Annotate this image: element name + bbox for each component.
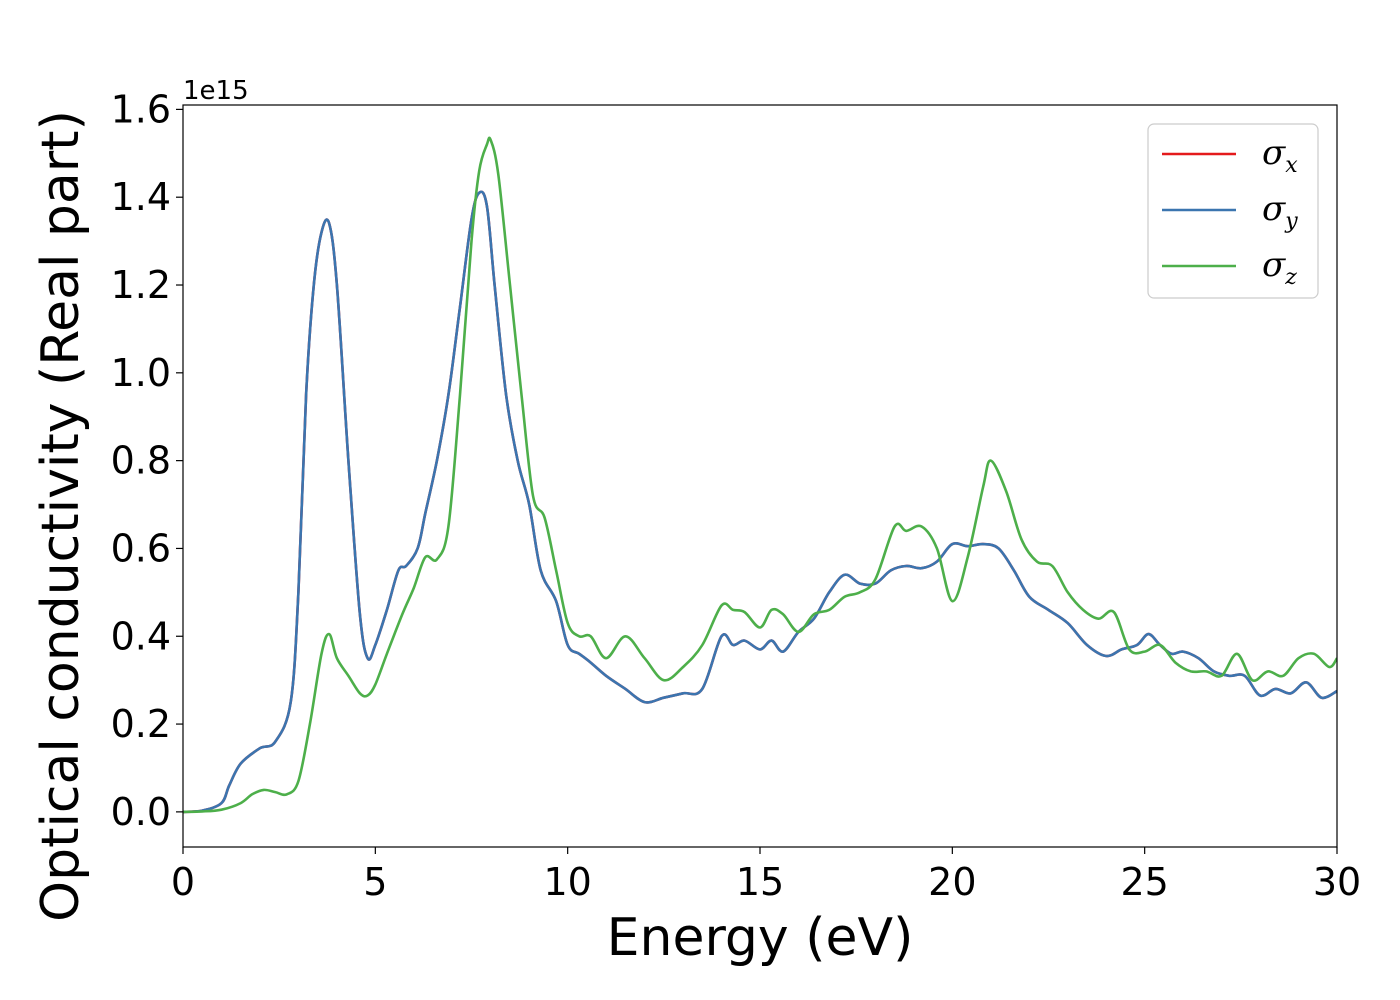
x-tick-label: 15 xyxy=(736,860,784,904)
x-tick-label: 0 xyxy=(171,860,195,904)
x-axis-ticks: 0 5 10 15 20 25 30 xyxy=(171,847,1361,904)
legend-label-y: σy xyxy=(1262,189,1298,234)
x-tick-label: 5 xyxy=(363,860,387,904)
legend: σx σy σz xyxy=(1147,123,1319,299)
y-tick-label: 0.2 xyxy=(111,702,171,746)
y-tick-label: 1.4 xyxy=(111,175,171,219)
y-tick-label: 1.2 xyxy=(111,263,171,307)
x-tick-label: 30 xyxy=(1313,860,1361,904)
y-tick-label: 1.0 xyxy=(111,351,171,395)
x-tick-label: 20 xyxy=(928,860,976,904)
y-axis-label: Optical conductivity (Real part) xyxy=(31,110,91,922)
legend-label-z: σz xyxy=(1262,245,1297,290)
y-tick-label: 0.4 xyxy=(111,614,171,658)
series-line-z xyxy=(183,136,1337,814)
x-tick-label: 10 xyxy=(543,860,591,904)
plot-lines xyxy=(183,136,1337,814)
y-tick-label: 0.0 xyxy=(111,790,171,834)
y-axis-ticks: 0.0 0.2 0.4 0.6 0.8 1.0 1.2 1.4 1.6 xyxy=(111,87,183,834)
y-tick-label: 1.6 xyxy=(111,87,171,131)
y-tick-label: 0.8 xyxy=(111,439,171,483)
legend-label-x: σx xyxy=(1262,133,1298,178)
x-tick-label: 25 xyxy=(1120,860,1168,904)
x-axis-label: Energy (eV) xyxy=(607,908,914,968)
y-tick-label: 0.6 xyxy=(111,526,171,570)
y-axis-offset-text: 1e15 xyxy=(183,76,249,106)
series-line-y xyxy=(183,190,1337,814)
